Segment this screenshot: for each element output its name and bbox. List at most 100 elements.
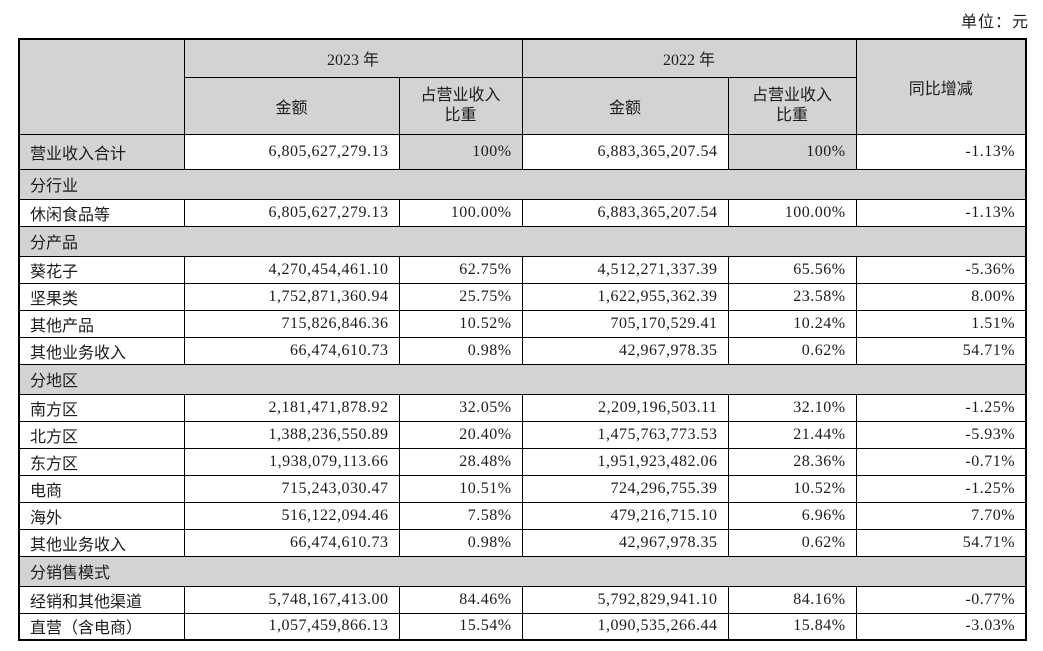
- amount-2023-cell: 715,826,846.36: [183, 309, 400, 338]
- amount-2022-cell: 42,967,978.35: [521, 336, 729, 365]
- share-2023-cell: 10.51%: [398, 474, 523, 503]
- header-yoy: 同比增减: [855, 38, 1027, 135]
- amount-2022-cell: 1,475,763,773.53: [521, 420, 729, 449]
- yoy-cell: -1.13%: [855, 133, 1027, 170]
- table-row: 其他业务收入 66,474,610.73 0.98% 42,967,978.35…: [18, 528, 1027, 557]
- header-share-2023-line2: 比重: [444, 106, 477, 124]
- amount-2023-cell: 516,122,094.46: [183, 501, 400, 530]
- yoy-cell: 8.00%: [855, 282, 1027, 311]
- yoy-cell: -1.25%: [855, 474, 1027, 503]
- share-2022-cell: 84.16%: [727, 585, 857, 614]
- section-label-cell: 分地区: [18, 363, 1027, 395]
- share-2022-cell: 0.62%: [727, 336, 857, 365]
- share-2023-cell: 0.98%: [398, 336, 523, 365]
- yoy-cell: -0.77%: [855, 585, 1027, 614]
- amount-2022-cell: 6,883,365,207.54: [521, 133, 729, 170]
- share-2022-cell: 10.52%: [727, 474, 857, 503]
- table-row: 北方区 1,388,236,550.89 20.40% 1,475,763,77…: [18, 420, 1027, 449]
- share-2023-cell: 100.00%: [398, 198, 523, 227]
- row-label-cell: 营业收入合计: [18, 133, 185, 170]
- amount-2022-cell: 5,792,829,941.10: [521, 585, 729, 614]
- share-2022-cell: 6.96%: [727, 501, 857, 530]
- yoy-cell: -3.03%: [855, 612, 1027, 641]
- row-label-cell: 直营（含电商）: [18, 612, 185, 641]
- table-row: 海外 516,122,094.46 7.58% 479,216,715.10 6…: [18, 501, 1027, 530]
- row-label-cell: 葵花子: [18, 255, 185, 284]
- share-2022-cell: 21.44%: [727, 420, 857, 449]
- section-row: 分销售模式: [18, 555, 1027, 587]
- section-label-cell: 分销售模式: [18, 555, 1027, 587]
- share-2023-cell: 0.98%: [398, 528, 523, 557]
- share-2023-cell: 84.46%: [398, 585, 523, 614]
- share-2023-cell: 28.48%: [398, 447, 523, 476]
- header-year-2022: 2022 年: [521, 38, 857, 78]
- header-share-2023: 占营业收入 比重: [398, 76, 523, 135]
- amount-2023-cell: 5,748,167,413.00: [183, 585, 400, 614]
- share-2023-cell: 25.75%: [398, 282, 523, 311]
- amount-2022-cell: 4,512,271,337.39: [521, 255, 729, 284]
- section-row: 分产品: [18, 225, 1027, 257]
- table-row: 休闲食品等 6,805,627,279.13 100.00% 6,883,365…: [18, 198, 1027, 227]
- row-label-cell: 休闲食品等: [18, 198, 185, 227]
- yoy-cell: 54.71%: [855, 528, 1027, 557]
- row-label-cell: 其他业务收入: [18, 528, 185, 557]
- header-share-2022-line1: 占营业收入: [752, 86, 833, 104]
- row-label-cell: 海外: [18, 501, 185, 530]
- yoy-cell: -5.36%: [855, 255, 1027, 284]
- header-amount-2022: 金额: [521, 76, 729, 135]
- amount-2023-cell: 1,057,459,866.13: [183, 612, 400, 641]
- revenue-breakdown-table: 2023 年 2022 年 同比增减 金额 占营业收入 比重 金额 占营业收入 …: [18, 38, 1028, 641]
- table-row: 其他业务收入 66,474,610.73 0.98% 42,967,978.35…: [18, 336, 1027, 365]
- amount-2023-cell: 66,474,610.73: [183, 528, 400, 557]
- amount-2022-cell: 6,883,365,207.54: [521, 198, 729, 227]
- table-row: 直营（含电商） 1,057,459,866.13 15.54% 1,090,53…: [18, 612, 1027, 641]
- yoy-cell: -0.71%: [855, 447, 1027, 476]
- amount-2023-cell: 715,243,030.47: [183, 474, 400, 503]
- section-row: 分地区: [18, 363, 1027, 395]
- share-2023-cell: 32.05%: [398, 393, 523, 422]
- header-row-subcolumns: 金额 占营业收入 比重 金额 占营业收入 比重: [19, 76, 1026, 135]
- amount-2022-cell: 479,216,715.10: [521, 501, 729, 530]
- amount-2023-cell: 4,270,454,461.10: [183, 255, 400, 284]
- yoy-cell: -1.25%: [855, 393, 1027, 422]
- row-label-cell: 电商: [18, 474, 185, 503]
- yoy-cell: 1.51%: [855, 309, 1027, 338]
- yoy-cell: -1.13%: [855, 198, 1027, 227]
- amount-2022-cell: 1,951,923,482.06: [521, 447, 729, 476]
- section-label-cell: 分产品: [18, 225, 1027, 257]
- share-2023-cell: 7.58%: [398, 501, 523, 530]
- share-2022-cell: 23.58%: [727, 282, 857, 311]
- unit-label: 单位：元: [960, 14, 1029, 31]
- share-2023-cell: 20.40%: [398, 420, 523, 449]
- table-row: 葵花子 4,270,454,461.10 62.75% 4,512,271,33…: [18, 255, 1027, 284]
- share-2022-cell: 0.62%: [727, 528, 857, 557]
- header-share-2022: 占营业收入 比重: [727, 76, 857, 135]
- row-label-cell: 其他业务收入: [18, 336, 185, 365]
- header-share-2022-line2: 比重: [776, 106, 809, 124]
- table-row: 其他产品 715,826,846.36 10.52% 705,170,529.4…: [18, 309, 1027, 338]
- row-label-cell: 北方区: [18, 420, 185, 449]
- row-label-cell: 其他产品: [18, 309, 185, 338]
- row-label-cell: 南方区: [18, 393, 185, 422]
- amount-2022-cell: 1,090,535,266.44: [521, 612, 729, 641]
- amount-2022-cell: 724,296,755.39: [521, 474, 729, 503]
- header-row-years: 2023 年 2022 年 同比增减: [18, 38, 1027, 135]
- share-2022-cell: 32.10%: [727, 393, 857, 422]
- share-2023-cell: 15.54%: [398, 612, 523, 641]
- row-label-cell: 坚果类: [18, 282, 185, 311]
- table-row: 经销和其他渠道 5,748,167,413.00 84.46% 5,792,82…: [18, 585, 1027, 614]
- amount-2023-cell: 2,181,471,878.92: [183, 393, 400, 422]
- amount-2023-cell: 6,805,627,279.13: [183, 198, 400, 227]
- table-row: 坚果类 1,752,871,360.94 25.75% 1,622,955,36…: [18, 282, 1027, 311]
- yoy-cell: 7.70%: [855, 501, 1027, 530]
- header-empty-cell: [18, 38, 185, 135]
- yoy-cell: 54.71%: [855, 336, 1027, 365]
- share-2023-cell: 10.52%: [398, 309, 523, 338]
- header-amount-2023: 金额: [183, 76, 400, 135]
- share-2022-cell: 65.56%: [727, 255, 857, 284]
- amount-2023-cell: 1,938,079,113.66: [183, 447, 400, 476]
- amount-2023-cell: 6,805,627,279.13: [183, 133, 400, 170]
- table-row: 南方区 2,181,471,878.92 32.05% 2,209,196,50…: [18, 393, 1027, 422]
- share-2022-cell: 15.84%: [727, 612, 857, 641]
- share-2022-cell: 100%: [727, 133, 857, 170]
